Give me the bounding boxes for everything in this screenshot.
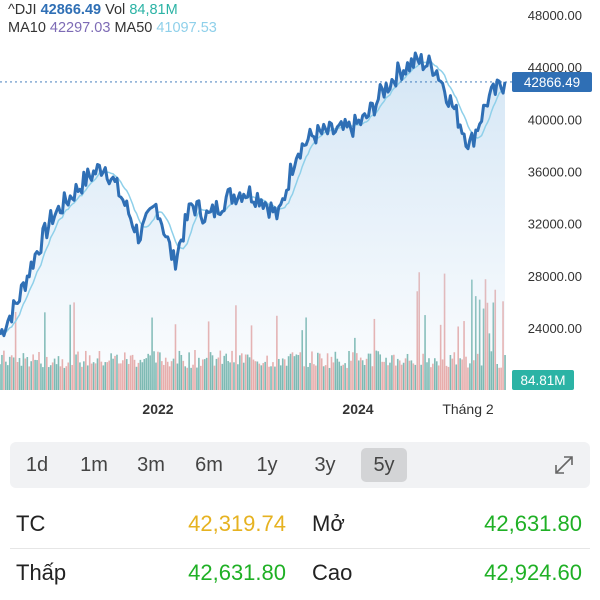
ma50-label: MA50: [114, 20, 153, 36]
timeframe-selector: 1d 1m 3m 6m 1y 3y 5y: [10, 442, 590, 488]
symbol-label: ^DJI: [8, 2, 37, 18]
stat-value-reference: 42,319.74: [188, 511, 286, 536]
expand-icon[interactable]: [552, 453, 576, 477]
stat-value-open: 42,631.80: [484, 511, 582, 536]
price-chart[interactable]: 42866.49 48000.00 44000.00 40000.00 36000.00…: [0, 0, 600, 432]
y-tick-label: 32000.00: [528, 217, 582, 232]
y-tick-label: 28000.00: [528, 269, 582, 284]
stat-label-low: Thấp: [16, 560, 67, 585]
price-area: [0, 53, 505, 390]
price-line: [0, 51, 507, 338]
volume-value: 84,81M: [129, 2, 178, 18]
stat-label-high: Cao: [312, 560, 353, 585]
timeframe-1d[interactable]: 1d: [25, 454, 49, 476]
price-value: 42866.49: [40, 2, 102, 18]
ma10-label: MA10: [8, 20, 46, 36]
x-tick-label: 2024: [342, 401, 373, 417]
timeframe-5y[interactable]: 5y: [361, 448, 407, 482]
price-badge-text: 42866.49: [524, 75, 580, 90]
stat-label-reference: TC: [16, 511, 46, 536]
x-tick-label: Tháng 2: [442, 401, 494, 417]
stat-label-open: Mở: [312, 511, 345, 536]
volume-badge-text: 84.81M: [520, 373, 565, 388]
stat-value-low: 42,631.80: [188, 560, 286, 585]
y-tick-label: 44000.00: [528, 60, 582, 75]
timeframe-1m[interactable]: 1m: [80, 454, 108, 476]
volume-badge: [512, 370, 574, 390]
row-divider: [10, 548, 590, 549]
chart-canvas[interactable]: 42866.49 48000.00 44000.00 40000.00 36000.00…: [0, 0, 600, 432]
y-tick-label: 36000.00: [528, 165, 582, 180]
y-tick-label: 24000.00: [528, 321, 582, 336]
timeframe-3m[interactable]: 3m: [137, 454, 165, 476]
chart-legend-price: ^DJI 42866.49 Vol 84,81M: [8, 1, 178, 19]
ma10-value: 42297.03: [49, 20, 111, 36]
chart-legend-ma: MA10 42297.03 MA50 41097.53: [8, 19, 217, 37]
timeframe-6m[interactable]: 6m: [195, 454, 223, 476]
timeframe-3y[interactable]: 3y: [314, 454, 336, 476]
y-tick-label: 48000.00: [528, 8, 582, 23]
stat-value-high: 42,924.60: [484, 560, 582, 585]
price-badge: [512, 71, 592, 92]
volume-label: Vol: [105, 2, 126, 18]
x-tick-label: 2022: [142, 401, 173, 417]
y-tick-label: 40000.00: [528, 112, 582, 127]
timeframe-1y[interactable]: 1y: [256, 454, 278, 476]
ma50-value: 41097.53: [156, 20, 217, 36]
